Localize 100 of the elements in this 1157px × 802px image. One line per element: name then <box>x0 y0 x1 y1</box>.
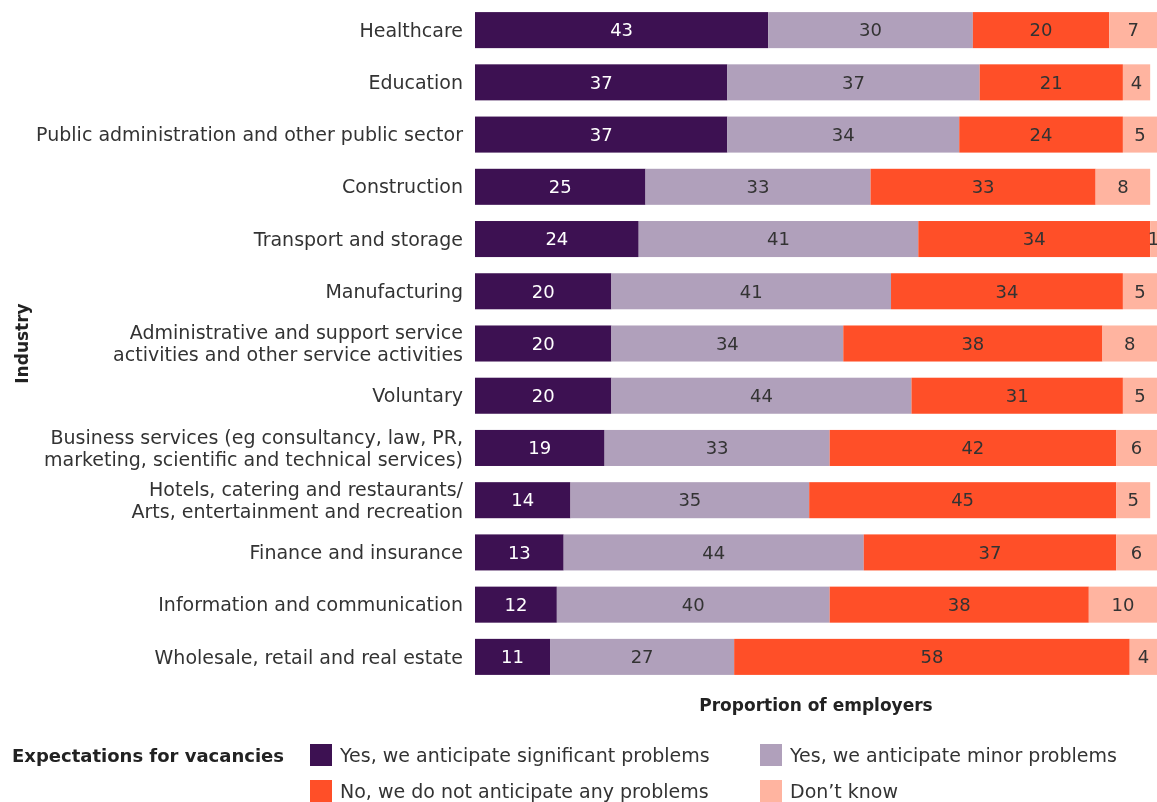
data-label: 4 <box>1130 71 1143 93</box>
bar <box>891 273 1123 310</box>
data-label: 5 <box>1134 123 1146 145</box>
bar <box>979 64 1123 101</box>
bar <box>475 482 571 519</box>
bar <box>475 12 769 49</box>
data-label: 38 <box>961 332 985 354</box>
bar <box>1088 586 1157 623</box>
bar <box>556 586 830 623</box>
data-label: 33 <box>705 437 729 459</box>
data-label: 45 <box>951 489 975 511</box>
data-label: 34 <box>715 332 739 354</box>
bar <box>1116 429 1157 466</box>
data-label: 20 <box>531 332 555 354</box>
bar <box>972 12 1110 49</box>
y-tick-label: Business services (eg consultancy, law, PR, marketing, scientific and technical services) <box>44 425 463 470</box>
data-label: 5 <box>1134 385 1146 407</box>
bar <box>918 221 1151 258</box>
bar <box>870 168 1096 205</box>
y-tick-label: Transport and storage <box>252 227 463 250</box>
data-label: 7 <box>1127 19 1139 41</box>
bar <box>1109 12 1157 49</box>
y-tick-label: Wholesale, retail and real estate <box>154 645 463 668</box>
data-label: 10 <box>1111 593 1135 615</box>
x-axis-title: Proportion of employers <box>699 695 933 715</box>
y-tick-label: Administrative and support service activities and other service activities <box>113 321 463 366</box>
bar <box>863 534 1117 571</box>
data-label: 6 <box>1130 541 1143 563</box>
data-label: 5 <box>1134 280 1146 302</box>
data-label: 44 <box>749 385 773 407</box>
bar <box>829 429 1117 466</box>
data-label: 20 <box>531 385 555 407</box>
data-label: 40 <box>681 593 705 615</box>
data-label: 37 <box>589 123 613 145</box>
data-label: 14 <box>511 489 535 511</box>
legend-label: No, we do not anticipate any problems <box>340 780 709 802</box>
data-label: 58 <box>920 646 944 668</box>
legend-label: Yes, we anticipate significant problems <box>339 744 710 766</box>
data-label: 33 <box>971 176 995 198</box>
data-label: 13 <box>507 541 531 563</box>
bar <box>475 429 605 466</box>
data-label: 20 <box>1029 19 1053 41</box>
y-tick-label: Public administration and other public sector <box>36 123 464 146</box>
data-label: 37 <box>978 541 1002 563</box>
bar <box>638 221 919 258</box>
bar <box>734 638 1130 675</box>
y-tick-label: Construction <box>342 175 463 198</box>
y-tick-label: Hotels, catering and restaurants/ Arts, entertainment and recreation <box>131 477 464 522</box>
data-label: 30 <box>859 19 883 41</box>
bar <box>563 534 864 571</box>
data-label: 34 <box>831 123 855 145</box>
data-label: 33 <box>746 176 770 198</box>
data-label: 25 <box>548 176 572 198</box>
bar <box>475 325 612 362</box>
bar <box>611 325 844 362</box>
bar <box>1129 638 1157 675</box>
data-label: 6 <box>1130 437 1143 459</box>
data-label: 19 <box>528 437 552 459</box>
y-tick-label: Healthcare <box>359 18 463 41</box>
legend-title: Expectations for vacancies <box>12 745 284 766</box>
bar <box>475 221 639 258</box>
bar <box>727 116 960 153</box>
data-label: 31 <box>1005 385 1029 407</box>
y-tick-label: Finance and insurance <box>249 541 463 564</box>
data-label: 44 <box>702 541 726 563</box>
data-label: 34 <box>995 280 1019 302</box>
y-axis-title: Industry <box>12 303 32 384</box>
bar <box>911 377 1123 414</box>
data-label: 42 <box>961 437 985 459</box>
data-label: 20 <box>531 280 555 302</box>
data-label: 41 <box>739 280 763 302</box>
y-tick-label: Information and communication <box>158 593 463 616</box>
bar <box>611 273 892 310</box>
data-label: 12 <box>504 593 528 615</box>
bar <box>570 482 810 519</box>
data-label: 5 <box>1127 489 1139 511</box>
data-label: 41 <box>767 228 790 250</box>
data-label: 27 <box>630 646 654 668</box>
data-label: 34 <box>1022 228 1046 250</box>
bar <box>475 116 728 153</box>
data-label: 37 <box>589 71 613 93</box>
legend-label: Don’t know <box>790 780 899 802</box>
bar <box>475 377 612 414</box>
y-tick-label: Voluntary <box>372 384 463 407</box>
bar <box>1122 377 1157 414</box>
bar <box>1102 325 1157 362</box>
bar <box>475 638 551 675</box>
data-label: 37 <box>842 71 865 93</box>
bar <box>1116 534 1157 571</box>
data-label: 21 <box>1039 71 1063 93</box>
bar <box>475 586 557 623</box>
data-label: 24 <box>545 228 569 250</box>
bar <box>611 377 912 414</box>
data-label: 24 <box>1029 123 1053 145</box>
y-tick-label: Education <box>368 71 463 93</box>
bar <box>809 482 1117 519</box>
bar <box>1095 168 1151 205</box>
bar <box>843 325 1103 362</box>
y-tick-label: Manufacturing <box>325 279 463 302</box>
bar <box>1122 116 1157 153</box>
